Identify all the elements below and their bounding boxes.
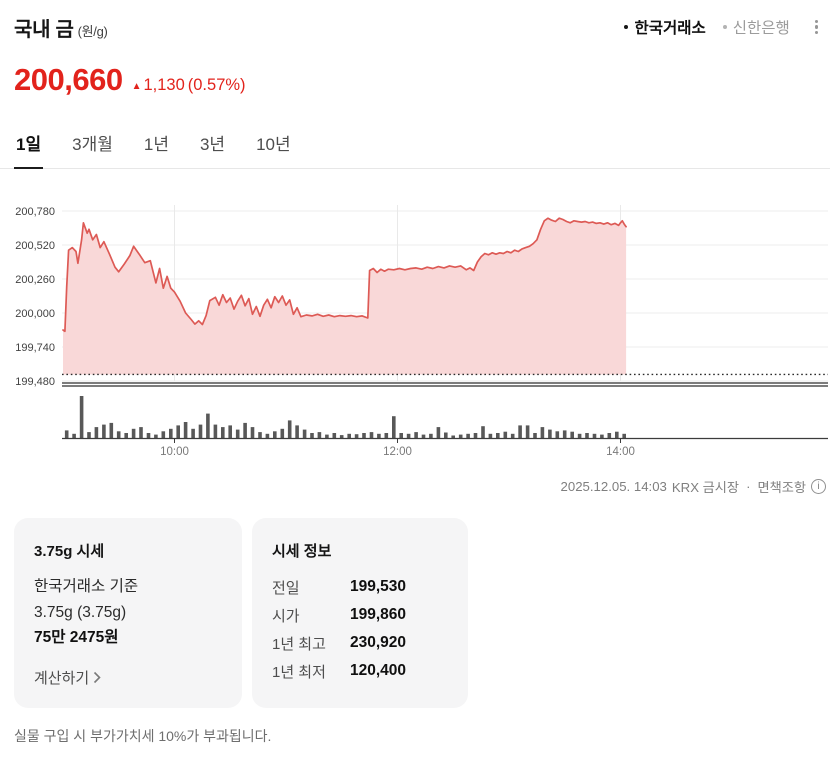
quote-info-card: 시세 정보 전일 199,530 시가 199,860 1년 최고 230,92… [252,518,468,708]
tab-1year[interactable]: 1년 [143,135,169,154]
source-option-shinhan[interactable]: 신한은행 [722,16,790,38]
svg-text:200,520: 200,520 [15,240,55,252]
card-title: 3.75g 시세 [34,543,105,560]
current-price: 200,660 [14,62,123,97]
vat-notice: 실물 구입 시 부가가치세 10%가 부과됩니다. [14,728,272,744]
svg-text:12:00: 12:00 [383,446,412,458]
unit-price-weight: 3.75g (3.75g) [34,603,127,621]
source-label: 한국거래소 [634,20,706,37]
page-title: 국내 금 (원/g) [14,13,108,42]
period-tabs: 1일 3개월 1년 3년 10년 [0,122,830,169]
tab-3years[interactable]: 3년 [199,135,226,154]
change-amount: 1,130 [143,76,185,94]
info-circle-icon[interactable]: i [811,479,826,494]
chevron-right-icon [94,671,101,683]
disclaimer-link[interactable]: 면책조항 [757,480,806,495]
svg-text:200,000: 200,000 [15,308,55,320]
unit-price-body: 한국거래소 기준 3.75g (3.75g) 75만 2475원 [34,574,222,651]
market-name: KRX 금시장 [671,480,740,495]
price-volume-chart: 200,780 200,520 200,260 200,000 199,740 199,4… [0,195,830,461]
unit-price-value: 75만 2475원 [34,629,119,646]
quote-row-year-high: 1년 최고 230,920 [272,629,448,657]
quote-value: 199,530 [350,578,407,595]
quote-row-year-low: 1년 최저 120,400 [272,657,448,685]
quote-value: 120,400 [350,662,407,679]
tab-3months[interactable]: 3개월 [72,135,113,154]
svg-text:14:00: 14:00 [606,446,635,458]
unit-price-card: 3.75g 시세 한국거래소 기준 3.75g (3.75g) 75만 2475… [14,518,242,708]
change-percent: (0.57%) [187,76,246,94]
price-change: ▲ 1,130 (0.57%) [132,76,246,95]
source-label: 신한은행 [732,20,790,37]
chart-svg: 200,780 200,520 200,260 200,000 199,740 199,4… [15,205,828,458]
kebab-menu-icon[interactable] [809,17,824,38]
up-triangle-icon: ▲ [131,81,142,92]
svg-text:199,480: 199,480 [15,376,55,388]
tab-10years[interactable]: 10년 [256,135,291,154]
quote-row-prev-close: 전일 199,530 [272,573,448,601]
quote-value: 230,920 [350,634,407,651]
bullet-icon [624,25,629,29]
calculator-link-label: 계산하기 [34,669,90,687]
quote-label: 1년 최고 [272,635,326,653]
price-unit-label: (원/g) [77,24,108,39]
chart-meta-line: 2025.12.05. 14:03 KRX 금시장 · 면책조항 i [561,477,826,496]
quote-label: 1년 최저 [272,663,326,681]
tab-1day[interactable]: 1일 [14,122,44,169]
header: 국내 금 (원/g) 한국거래소 신한은행 [14,13,824,42]
svg-text:200,260: 200,260 [15,274,55,286]
quote-rows: 전일 199,530 시가 199,860 1년 최고 230,920 1년 최… [272,573,448,685]
price-block: 200,660 ▲ 1,130 (0.57%) [14,62,246,98]
quote-value: 199,860 [350,606,407,623]
calculator-link[interactable]: 계산하기 [34,667,222,688]
svg-text:199,740: 199,740 [15,342,55,354]
quote-row-open: 시가 199,860 [272,601,448,629]
unit-price-basis: 한국거래소 기준 [34,578,139,595]
title-text: 국내 금 [14,19,74,41]
source-option-krx[interactable]: 한국거래소 [624,16,706,38]
svg-text:200,780: 200,780 [15,206,55,218]
separator-dot: · [746,479,751,494]
bullet-icon [722,25,727,29]
quote-datetime: 2025.12.05. 14:03 [560,479,667,494]
source-toggle: 한국거래소 신한은행 [624,13,824,38]
info-cards: 3.75g 시세 한국거래소 기준 3.75g (3.75g) 75만 2475… [14,518,468,708]
quote-label: 전일 [272,579,300,597]
quote-label: 시가 [272,607,300,625]
svg-text:10:00: 10:00 [160,446,189,458]
card-title: 시세 정보 [272,543,332,560]
